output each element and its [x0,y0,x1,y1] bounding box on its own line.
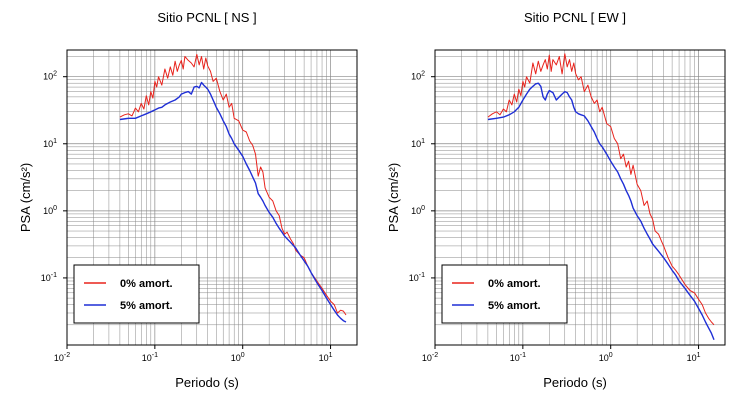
x-tick-label: 10-1 [142,352,158,363]
legend: 0% amort. 5% amort. [441,264,568,324]
legend-label: 0% amort. [488,278,541,290]
legend-box [441,264,568,324]
x-tick-base: 10 [54,353,64,363]
legend-label: 5% amort. [488,300,541,312]
plot-frame [434,49,726,346]
y-tick-exp: 0 [53,205,57,212]
x-tick-label: 10-2 [422,352,438,363]
x-tick-base: 10 [422,353,432,363]
x-tick-base: 10 [142,353,152,363]
y-tick-label: 10-1 [41,272,57,283]
y-tick-label: 102 [43,71,57,82]
x-tick-exp: 1 [329,352,333,359]
x-tick-base: 10 [231,353,241,363]
series-line-undamped [119,53,347,316]
series-line-damped [119,81,347,323]
tick-marks [431,76,700,349]
x-tick-label: 101 [319,352,333,363]
x-tick-label: 100 [231,352,245,363]
y-tick-exp: 0 [421,205,425,212]
x-axis-label: Periodo (s) [543,375,607,390]
y-tick-base: 10 [411,72,421,82]
series-line-damped [487,82,715,340]
chart-title: Sitio PCNL [ NS ] [157,10,256,25]
y-tick-base: 10 [411,206,421,216]
y-tick-exp: 1 [53,138,57,145]
y-tick-exp: 1 [421,138,425,145]
plot-frame [66,49,358,346]
y-tick-exp: 2 [53,71,57,78]
y-tick-label: 101 [411,138,425,149]
y-tick-exp: 2 [421,71,425,78]
x-tick-exp: 0 [609,352,613,359]
y-axis-label: PSA (cm/s²) [386,163,401,232]
x-tick-label: 101 [687,352,701,363]
series-line-undamped [487,53,715,326]
y-tick-label: 101 [43,138,57,149]
y-tick-label: 100 [411,205,425,216]
x-tick-base: 10 [599,353,609,363]
legend-box [73,264,200,324]
chart-title: Sitio PCNL [ EW ] [524,10,626,25]
x-tick-exp: 1 [697,352,701,359]
y-tick-label: 100 [43,205,57,216]
grid-lines [66,50,358,346]
x-tick-exp: -2 [432,352,438,359]
y-tick-base: 10 [409,273,419,283]
x-tick-label: 10-1 [510,352,526,363]
y-axis-label: PSA (cm/s²) [18,163,33,232]
x-tick-base: 10 [319,353,329,363]
y-tick-base: 10 [43,139,53,149]
legend-label: 0% amort. [120,278,173,290]
x-tick-exp: 0 [241,352,245,359]
legend: 0% amort. 5% amort. [73,264,200,324]
y-tick-base: 10 [411,139,421,149]
x-tick-label: 100 [599,352,613,363]
y-tick-base: 10 [43,206,53,216]
x-tick-base: 10 [687,353,697,363]
y-tick-base: 10 [41,273,51,283]
y-tick-base: 10 [43,72,53,82]
x-tick-base: 10 [510,353,520,363]
x-tick-exp: -1 [520,352,526,359]
x-tick-label: 10-2 [54,352,70,363]
y-tick-label: 10-1 [409,272,425,283]
x-axis-label: Periodo (s) [175,375,239,390]
tick-marks [63,76,332,349]
y-tick-exp: -1 [419,272,425,279]
x-tick-exp: -1 [152,352,158,359]
y-tick-exp: -1 [51,272,57,279]
legend-label: 5% amort. [120,300,173,312]
y-tick-label: 102 [411,71,425,82]
x-tick-exp: -2 [64,352,70,359]
